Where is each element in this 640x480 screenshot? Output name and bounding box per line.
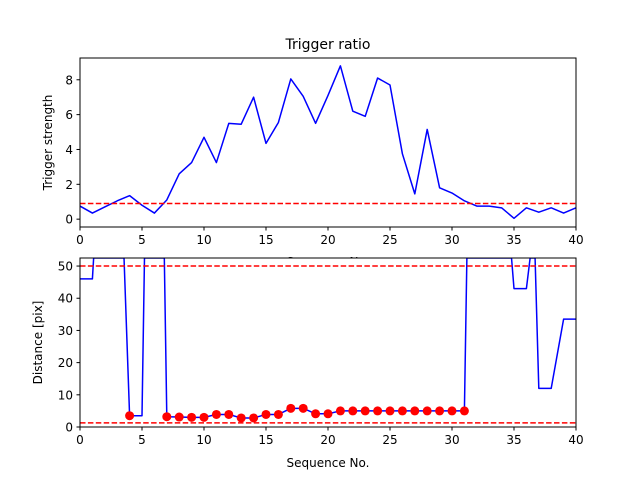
data-point	[435, 406, 445, 416]
data-point	[273, 409, 283, 419]
y-tick-label: 6	[65, 108, 73, 122]
x-tick-label: 25	[382, 433, 397, 447]
data-point	[249, 413, 259, 423]
y-tick-label: 4	[65, 143, 73, 157]
series-line	[80, 65, 576, 220]
y-tick-label: 0	[65, 421, 73, 435]
data-point	[286, 403, 296, 413]
x-tick-label: 20	[320, 433, 335, 447]
y-tick-label: 40	[58, 292, 73, 306]
y-tick-label: 10	[58, 388, 73, 402]
x-tick-label: 0	[76, 433, 84, 447]
data-point	[323, 409, 333, 419]
x-tick-label: 40	[568, 433, 583, 447]
panel-1: 0 5 10 15 20 25 30 35 40 0 2 4 6 8 Trigger strength Tri…	[41, 37, 584, 247]
plot-background	[80, 258, 576, 427]
x-tick-label: 10	[196, 433, 211, 447]
data-point	[348, 406, 358, 416]
data-point	[335, 406, 345, 416]
y-axis-label: Trigger strength	[41, 95, 55, 192]
y-axis-label: Distance [pix]	[31, 301, 45, 385]
data-point	[236, 413, 246, 423]
x-tick-label: 25	[382, 233, 397, 247]
y-tick-label: 50	[58, 260, 73, 274]
data-point	[199, 412, 209, 422]
data-point	[360, 406, 370, 416]
data-point	[422, 406, 432, 416]
data-point	[174, 412, 184, 422]
plot-area-2	[80, 258, 576, 424]
x-tick-label: 30	[444, 233, 459, 247]
data-point	[410, 406, 420, 416]
data-point	[373, 406, 383, 416]
data-point	[125, 411, 135, 421]
y-tick-label: 2	[65, 178, 73, 192]
data-point	[224, 409, 234, 419]
data-point	[162, 412, 172, 422]
data-point	[385, 406, 395, 416]
x-tick-label: 40	[568, 233, 583, 247]
x-tick-label: 10	[196, 233, 211, 247]
y-tick-label: 0	[65, 213, 73, 227]
x-tick-label: 0	[76, 233, 84, 247]
data-point	[211, 409, 221, 419]
plot-area-1	[80, 65, 576, 220]
x-tick-label: 30	[444, 433, 459, 447]
data-point	[447, 406, 457, 416]
data-point	[261, 409, 271, 419]
x-tick-label: 15	[258, 233, 273, 247]
data-point	[459, 406, 469, 416]
x-axis-label: Sequence No.	[287, 456, 370, 470]
x-tick-label: 5	[138, 233, 146, 247]
data-point	[397, 406, 407, 416]
data-point	[311, 409, 321, 419]
x-tick-label: 35	[506, 433, 521, 447]
panel-2: 0 5 10 15 20 25 30 35 40 0 10 20 30 40 50 Sequence No. D…	[31, 257, 584, 470]
x-tick-label: 35	[506, 233, 521, 247]
x-tick-label: 5	[138, 433, 146, 447]
chart-title: Trigger ratio	[284, 37, 370, 53]
y-tick-label: 8	[65, 73, 73, 87]
data-point	[298, 403, 308, 413]
data-point	[187, 412, 197, 422]
x-tick-label: 20	[320, 233, 335, 247]
y-tick-label: 20	[58, 356, 73, 370]
axes-frame	[79, 57, 577, 228]
x-tick-label: 15	[258, 433, 273, 447]
y-tick-label: 30	[58, 324, 73, 338]
